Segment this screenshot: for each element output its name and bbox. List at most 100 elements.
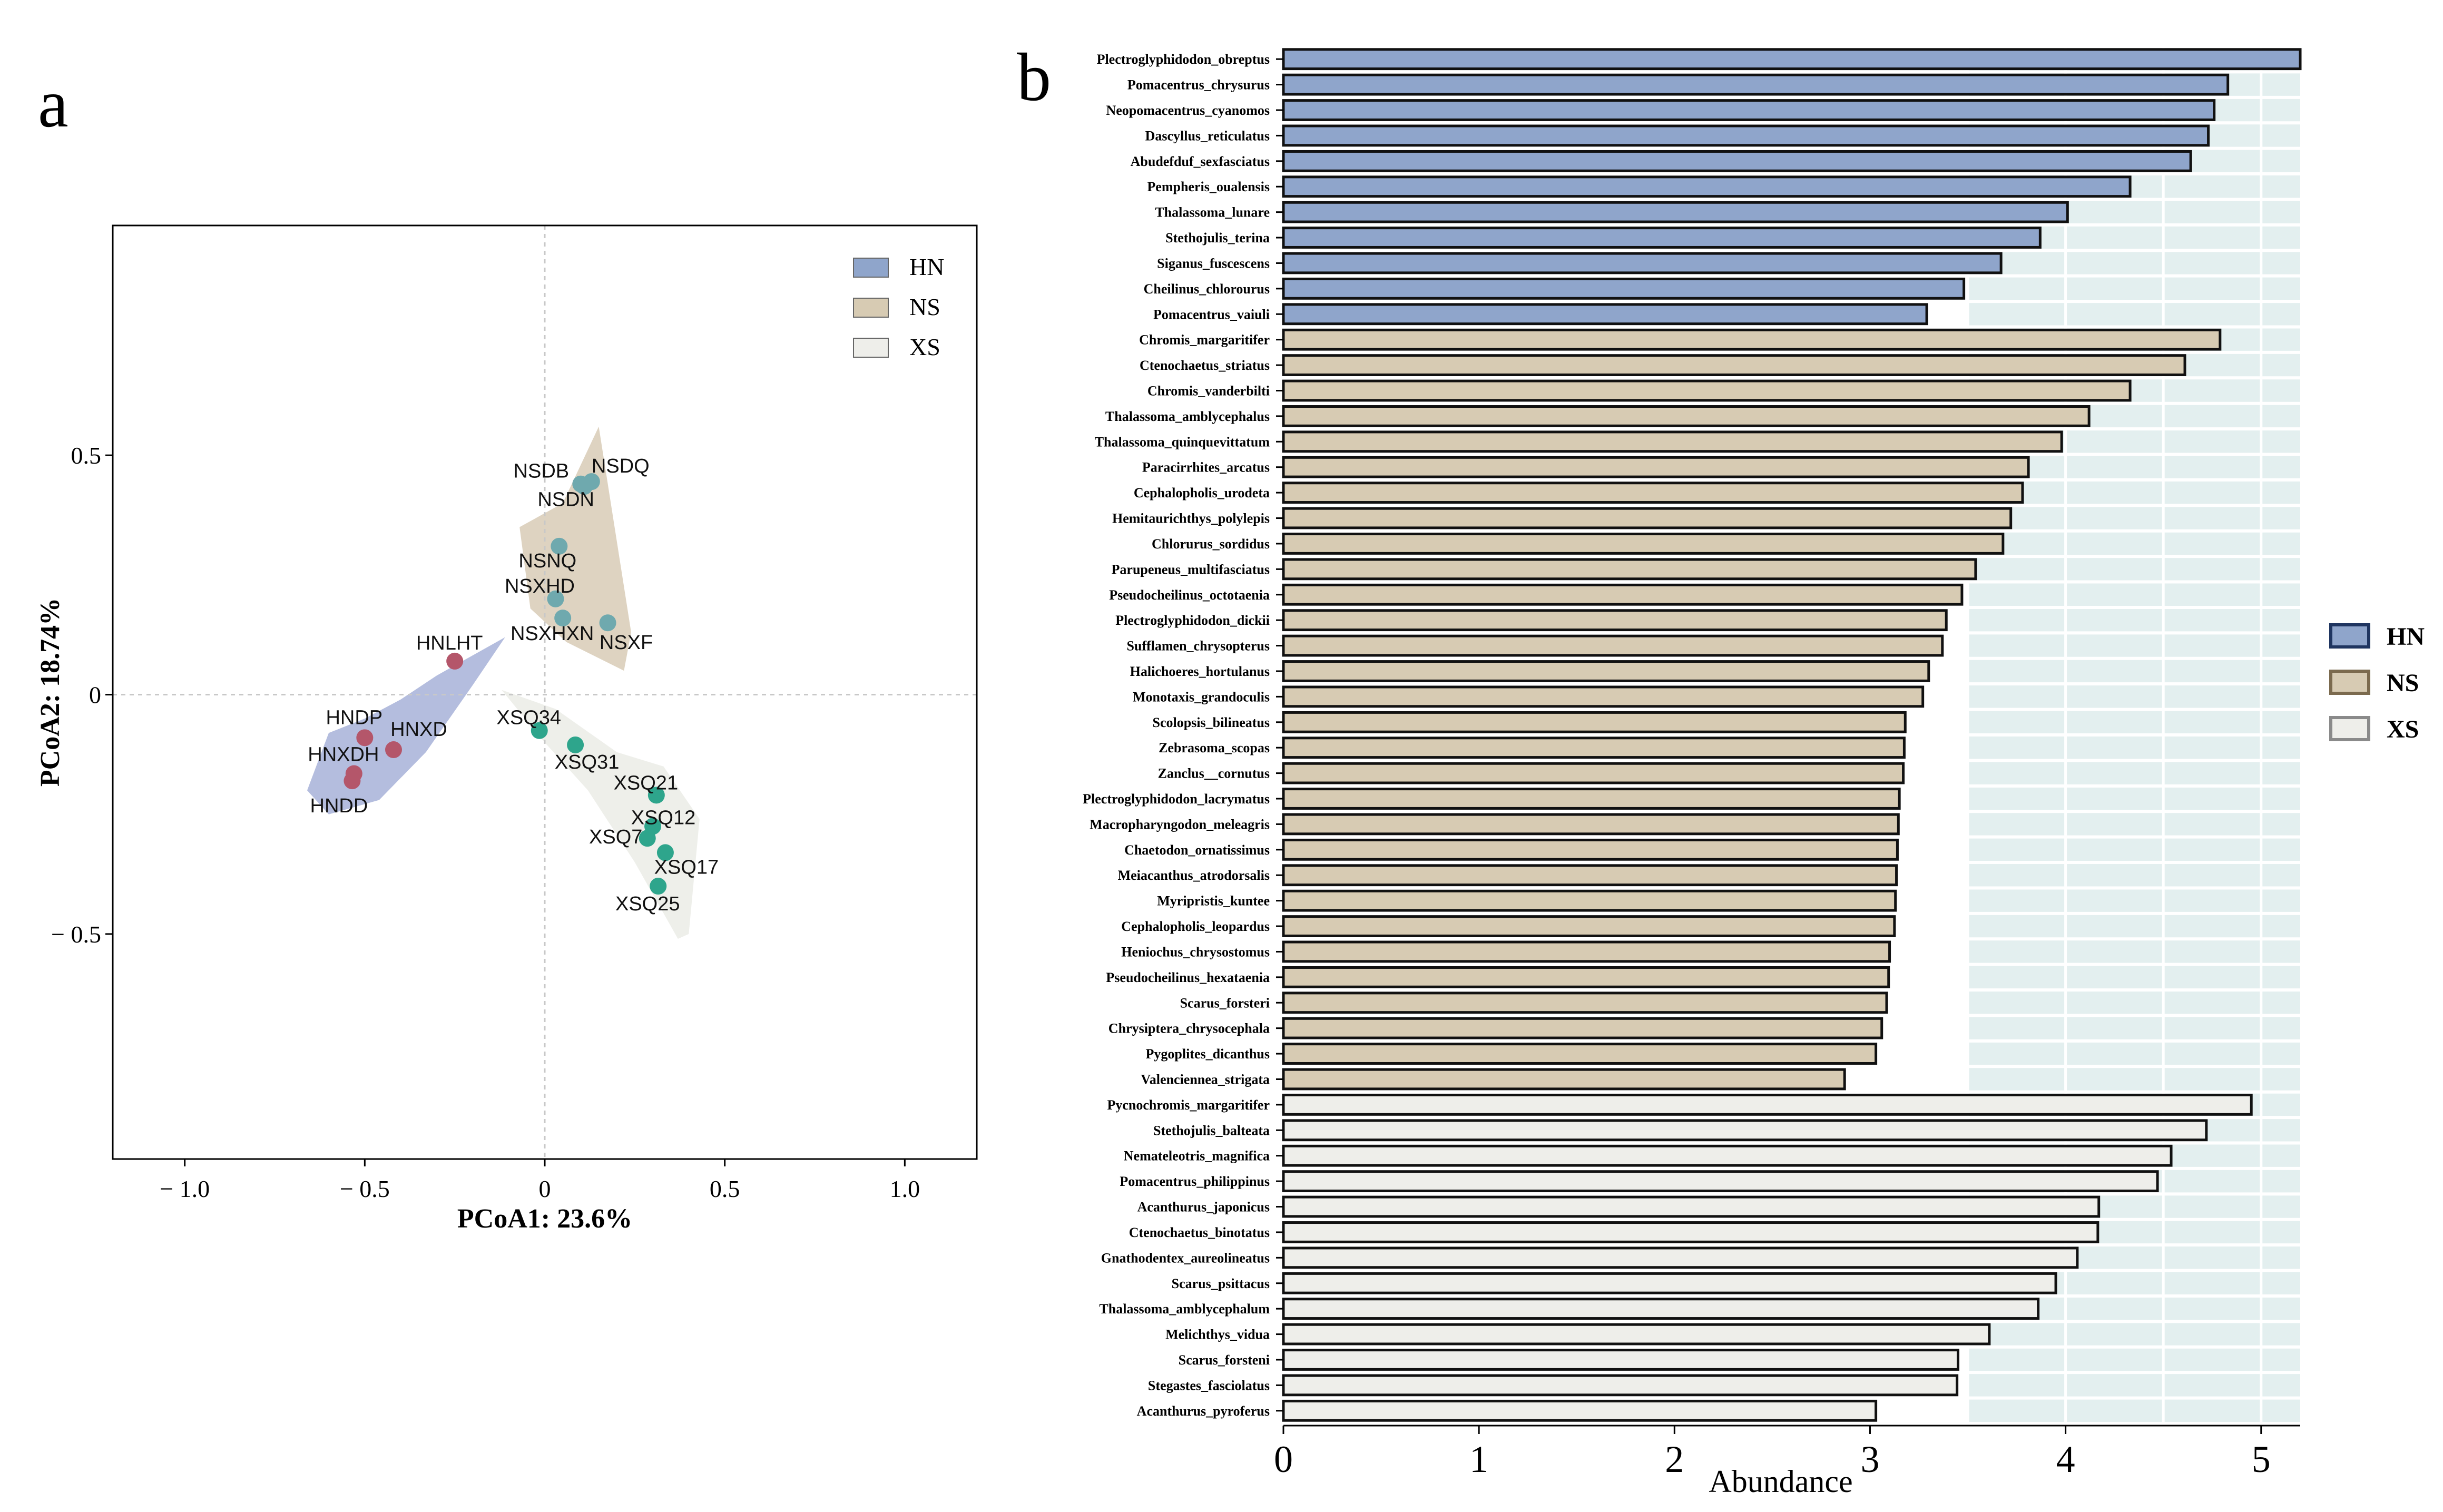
point-HNXD — [385, 741, 402, 759]
bar-category-label: Scarus_forsteni — [1179, 1352, 1270, 1368]
bar-Thalassoma_quinquevittatum — [1282, 430, 2063, 453]
point-HNDP — [356, 729, 374, 747]
bar-category-label: Dascyllus_reticulatus — [1145, 128, 1270, 143]
bar-category-label: Chromis_margaritifer — [1139, 332, 1270, 348]
bar-category-label: Stethojulis_terina — [1165, 230, 1270, 246]
point-label-XSQ7: XSQ7 — [589, 826, 642, 848]
point-label-NSXHD: NSXHD — [505, 575, 575, 597]
legend-swatch-NS — [853, 298, 889, 318]
point-NSXF — [599, 614, 616, 632]
bar-category-label: Stethojulis_balteata — [1153, 1123, 1270, 1138]
bar-category-label: Pomacentrus_chrysurus — [1127, 77, 1270, 93]
bar-Stethojulis_terina — [1282, 227, 2042, 249]
bar-legend-swatch-NS — [2329, 670, 2370, 695]
bar-Thalassoma_amblycephalum — [1282, 1298, 2040, 1320]
point-label-XSQ21: XSQ21 — [614, 772, 679, 794]
bar-category-label: Plectroglyphidodon_obreptus — [1097, 52, 1270, 67]
point-label-XSQ12: XSQ12 — [631, 807, 696, 829]
bar-Parupeneus_multifasciatus — [1282, 558, 1977, 581]
bar-category-label: Pygoplites_dicanthus — [1146, 1046, 1270, 1062]
x-tick-label: 5 — [2252, 1438, 2271, 1480]
bar-x-axis-label: Abundance — [1709, 1464, 1852, 1499]
bar-Chlorurus_sordidus — [1282, 533, 2005, 555]
bar-Scarus_forsteri — [1282, 991, 1888, 1014]
bar-Pycnochromis_margaritifer — [1282, 1094, 2253, 1116]
panel-label-b: b — [1017, 40, 1051, 115]
zero-lines — [113, 225, 977, 1159]
bar-category-label: Zebrasoma_scopas — [1159, 740, 1270, 755]
bar-category-label: Monotaxis_grandoculis — [1133, 689, 1270, 704]
bar-legend-swatch-XS — [2329, 716, 2370, 741]
bar-Halichoeres_hortulanus — [1282, 660, 1930, 682]
x-tick-label: 2 — [1665, 1438, 1684, 1480]
x-tick-label: 1 — [1469, 1438, 1488, 1480]
x-tick-label: 0.5 — [710, 1175, 740, 1202]
bar-category-label: Halichoeres_hortulanus — [1130, 664, 1270, 679]
bar-Melichthys_vidua — [1282, 1323, 1991, 1346]
bar-Cephalopholis_urodeta — [1282, 482, 2024, 504]
bar-category-label: Cheilinus_chlorourus — [1144, 281, 1270, 297]
bar-category-label: Meiacanthus_atrodorsalis — [1118, 868, 1270, 883]
bar-Chaetodon_ornatissimus — [1282, 838, 1899, 861]
bar-Zebrasoma_scopas — [1282, 737, 1906, 759]
bar-Dascyllus_reticulatus — [1282, 124, 2210, 147]
bar-category-label: Thalassoma_amblycephalus — [1105, 409, 1270, 424]
bar-category-label: Paracirrhites_arcatus — [1142, 460, 1270, 475]
point-label-NSDN: NSDN — [537, 488, 594, 510]
bar-Nemateleotris_magnifica — [1282, 1144, 2173, 1167]
point-HNDD — [344, 772, 361, 790]
bar-category-label: Pomacentrus_philippinus — [1120, 1174, 1270, 1189]
bar-category-label: Abudefduf_sexfasciatus — [1131, 154, 1270, 169]
bar-Pseudocheilinus_octotaenia — [1282, 583, 1964, 606]
point-label-XSQ25: XSQ25 — [615, 893, 680, 915]
panel-label-a: a — [38, 66, 68, 142]
bar-category-label: Pempheris_oualensis — [1147, 179, 1270, 194]
x-tick-label: − 1.0 — [160, 1175, 210, 1202]
bar-category-label: Pomacentrus_vaiuli — [1153, 307, 1270, 322]
bar-x-axis: 0 1 2 3 4 5 — [1274, 1425, 2300, 1480]
pcoa-plot: HNLHT HNDP HNXD HNXDH HNDD NSDB NSDQ NSDN NSNQ NS… — [35, 224, 978, 1234]
bar-Pempheris_oualensis — [1282, 175, 2132, 198]
pcoa-y-axis-label: PCoA2: 18.74% — [35, 598, 65, 787]
bar-Zanclus__cornutus — [1282, 762, 1905, 784]
bar-category-label: Sufflamen_chrysopterus — [1126, 639, 1270, 654]
point-NSXHD — [547, 590, 564, 607]
bar-Cephalopholis_leopardus — [1282, 915, 1896, 937]
bar-Scolopsis_bilineatus — [1282, 711, 1907, 733]
legend-label-XS: XS — [909, 333, 940, 360]
point-label-HNLHT: HNLHT — [416, 632, 483, 654]
bar-Sufflamen_chrysopterus — [1282, 634, 1944, 657]
bar-Pomacentrus_chrysurus — [1282, 73, 2230, 96]
y-tick-label: 0 — [89, 682, 101, 709]
legend-swatch-XS — [853, 338, 889, 358]
bar-Ctenochaetus_binotatus — [1282, 1221, 2099, 1243]
point-XSQ34 — [531, 722, 548, 739]
bar-rows: Plectroglyphidodon_obreptus Pomacentrus_c… — [1083, 48, 2302, 1422]
point-label-HNDP: HNDP — [326, 706, 382, 729]
bar-Paracirrhites_arcatus — [1282, 456, 2030, 478]
bar-legend: HN NS XS — [2329, 623, 2425, 743]
bar-category-label: Parupeneus_multifasciatus — [1112, 562, 1270, 577]
bar-Macropharyngodon_meleagris — [1282, 813, 1900, 836]
bar-Scarus_psittacus — [1282, 1272, 2057, 1294]
bar-chart-background — [1966, 45, 2300, 1425]
bar-category-label: Plectroglyphidodon_lacrymatus — [1083, 791, 1270, 807]
pcoa-x-axis-label: PCoA1: 23.6% — [457, 1204, 632, 1234]
point-XSQ31 — [567, 736, 584, 753]
bar-category-label: Macropharyngodon_meleagris — [1090, 817, 1270, 832]
point-label-HNXD: HNXD — [390, 719, 447, 741]
bar-legend-swatch-HN — [2329, 623, 2370, 649]
bar-category-label: Stegastes_fasciolatus — [1148, 1378, 1270, 1393]
bar-category-label: Thalassoma_quinquevittatum — [1095, 434, 1270, 449]
bar-category-label: Ctenochaetus_striatus — [1140, 358, 1270, 373]
sample-labels: HNLHT HNDP HNXD HNXDH HNDD NSDB NSDQ NSDN NSNQ NS… — [308, 455, 719, 915]
bar-Plectroglyphidodon_dickii — [1282, 609, 1948, 632]
point-XSQ25 — [650, 878, 667, 895]
point-label-HNXDH: HNXDH — [308, 743, 379, 765]
legend-swatch-HN — [853, 258, 889, 278]
bar-legend-label-NS: NS — [2387, 669, 2419, 697]
hull-NS — [519, 426, 631, 671]
bar-Chrysiptera_chrysocephala — [1282, 1017, 1883, 1039]
bar-Siganus_fuscescens — [1282, 252, 2003, 274]
